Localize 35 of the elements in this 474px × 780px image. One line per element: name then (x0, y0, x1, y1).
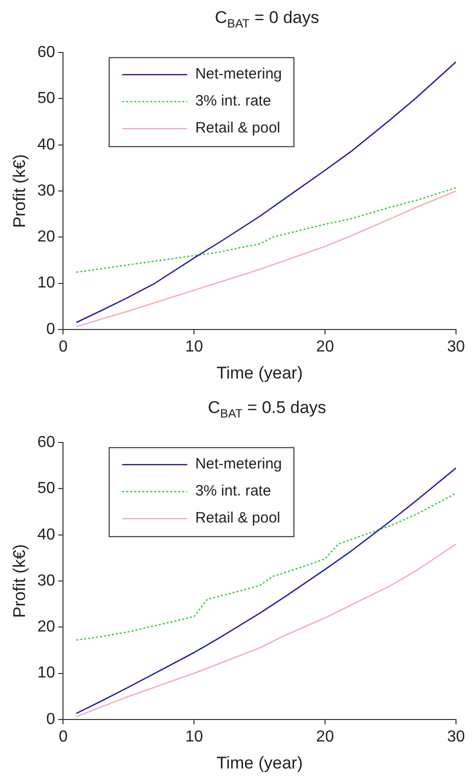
y-tick-label: 20 (37, 618, 56, 636)
y-tick-label: 60 (37, 434, 56, 452)
y-axis-title: Profit (k€) (10, 544, 29, 618)
y-tick-label: 20 (37, 228, 56, 246)
x-tick-label: 30 (447, 728, 465, 746)
legend-label: Retail & pool (195, 510, 280, 527)
y-tick-label: 30 (37, 572, 56, 590)
y-tick-label: 10 (37, 664, 56, 682)
legend-label: 3% int. rate (195, 482, 272, 500)
y-tick-label: 10 (37, 274, 56, 292)
x-tick-label: 10 (185, 338, 204, 356)
x-axis-title: Time (year) (216, 753, 303, 772)
y-tick-label: 50 (37, 90, 56, 108)
y-tick-label: 0 (46, 710, 56, 728)
legend-label: Net-metering (195, 456, 282, 473)
y-axis-title: Profit (k€) (10, 154, 29, 228)
y-tick-label: 60 (37, 44, 56, 62)
legend-label: Retail & pool (195, 120, 280, 137)
x-tick-label: 30 (447, 338, 465, 356)
x-tick-label: 0 (58, 728, 68, 746)
x-axis-title: Time (year) (216, 363, 303, 382)
x-tick-label: 0 (58, 338, 68, 356)
y-tick-label: 40 (37, 136, 56, 154)
y-tick-label: 40 (37, 526, 56, 544)
chart-title: C$_{BAT}$ = 0.5 days (206, 398, 328, 420)
y-tick-label: 50 (37, 480, 56, 498)
x-tick-label: 10 (185, 728, 204, 746)
y-tick-label: 0 (46, 320, 56, 338)
legend-label: Net-metering (195, 66, 282, 83)
x-tick-label: 20 (316, 728, 334, 746)
x-tick-label: 20 (316, 338, 334, 356)
legend-label: 3% int. rate (195, 92, 272, 110)
chart-title: C$_{BAT}$ = 0 days (214, 8, 320, 30)
y-tick-label: 30 (37, 182, 56, 200)
line-series (76, 187, 456, 273)
